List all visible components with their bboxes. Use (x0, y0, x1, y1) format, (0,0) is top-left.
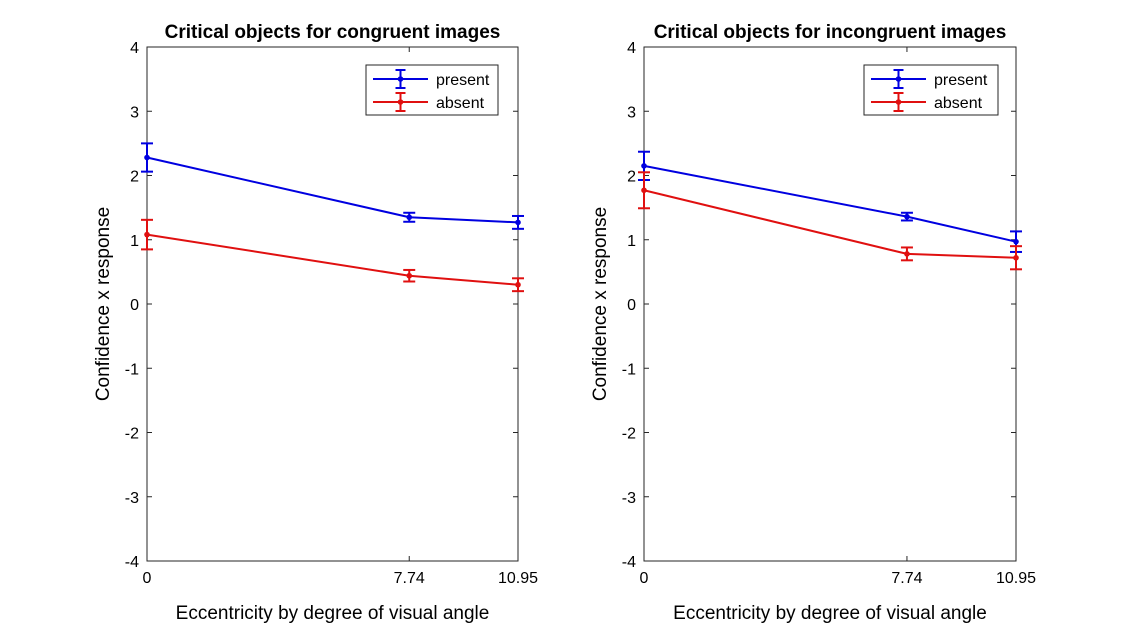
plot-area (146, 46, 519, 562)
y-tick-label: 3 (130, 104, 139, 121)
legend-box (863, 64, 999, 116)
legend-marker (397, 76, 404, 82)
y-tick-label: 4 (627, 40, 636, 57)
data-point (406, 272, 413, 279)
y-tick-label: 1 (627, 233, 636, 250)
legend-marker (895, 76, 902, 82)
y-tick-label: -3 (125, 490, 139, 507)
y-tick-label: -1 (622, 361, 636, 378)
y-tick-label: -2 (622, 426, 636, 443)
x-tick-label: 7.74 (891, 570, 922, 587)
y-tick-label: 0 (130, 297, 139, 314)
series-absent (141, 218, 524, 293)
legend-label-absent: absent (436, 95, 485, 112)
legend-box (365, 64, 499, 116)
series-present (141, 142, 524, 230)
y-tick-label: 3 (627, 104, 636, 121)
x-tick-label: 0 (640, 570, 649, 587)
data-point (641, 187, 647, 194)
data-point (144, 231, 150, 238)
y-tick-label: 2 (130, 169, 139, 186)
x-tick-label: 10.95 (498, 570, 538, 587)
y-tick-label: -3 (622, 490, 636, 507)
legend-label-present: present (436, 72, 490, 89)
chart-title: Critical objects for incongruent images (654, 22, 1007, 43)
data-point (406, 214, 413, 221)
plot-area (643, 46, 1017, 562)
legend-label-present: present (934, 72, 988, 89)
y-tick-label: 1 (130, 233, 139, 250)
legend-marker (397, 99, 404, 105)
legend-marker (895, 99, 902, 105)
y-tick-label: -4 (125, 554, 139, 571)
data-point (515, 281, 521, 288)
series-absent (638, 171, 1022, 271)
legend-label-absent: absent (934, 95, 983, 112)
x-tick-label: 0 (143, 570, 152, 587)
data-point (144, 154, 150, 161)
data-point (904, 213, 910, 220)
data-point (904, 251, 910, 257)
chart-title: Critical objects for congruent images (165, 22, 501, 43)
y-tick-label: 0 (627, 297, 636, 314)
x-tick-label: 7.74 (394, 570, 425, 587)
chart-panel-0: -4 -3 -2 -1 0 1 2 3 4 0 7.74 10.95 Critical objects … (93, 22, 538, 624)
chart-panel-1: -4 -3 -2 -1 0 1 2 3 4 0 7.74 10.95 Critical objects … (590, 22, 1036, 624)
data-point (641, 163, 647, 169)
legend: present absent (365, 64, 499, 116)
x-axis-label: Eccentricity by degree of visual angle (176, 603, 490, 624)
y-tick-label: 4 (130, 40, 139, 57)
data-point (1013, 238, 1019, 245)
y-tick-label: -1 (125, 361, 139, 378)
y-axis-label: Confidence x response (590, 207, 611, 401)
y-tick-label: 2 (627, 169, 636, 186)
data-point (515, 219, 521, 226)
x-tick-label: 10.95 (996, 570, 1036, 587)
y-tick-label: -4 (622, 554, 636, 571)
legend: present absent (863, 64, 999, 116)
data-point (1013, 254, 1019, 261)
y-tick-label: -2 (125, 426, 139, 443)
y-axis-label: Confidence x response (93, 207, 114, 401)
x-axis-label: Eccentricity by degree of visual angle (673, 603, 987, 624)
